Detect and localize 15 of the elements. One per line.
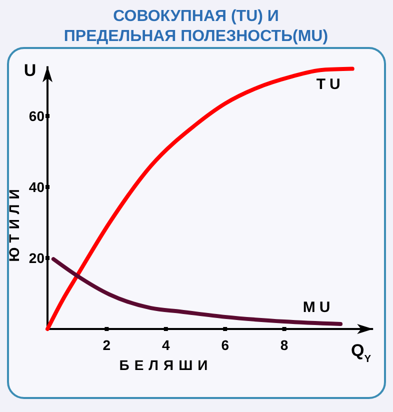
x-axis-title: БЕЛЯШИ (119, 357, 213, 373)
x-tick-label: 6 (221, 337, 230, 353)
x-tick-label: 2 (102, 337, 111, 353)
y-tick-label: 60 (28, 108, 45, 124)
y-tick-label: 20 (28, 250, 45, 266)
text: U (24, 61, 36, 80)
y-tick-label: 40 (28, 179, 45, 195)
x-tick-label: 4 (162, 337, 170, 353)
series-label: TU (316, 76, 344, 93)
series-label: MU (302, 299, 334, 316)
line-series (51, 257, 343, 326)
y-axis-title: ЮТИЛИ (6, 184, 22, 262)
text: Q$_{Y}$ (350, 341, 372, 364)
chart-title: СОВОКУПНАЯ (TU) И ПРЕДЕЛЬНАЯ ПОЛЕЗНОСТЬ(MU) (64, 8, 328, 45)
x-tick-label: 8 (280, 337, 288, 353)
